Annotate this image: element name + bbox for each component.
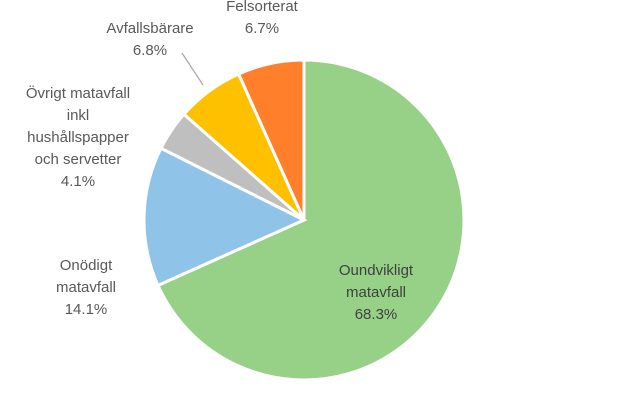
slice-label-line: Avfallsbärare [106, 20, 193, 37]
slice-label-line: 14.1% [65, 301, 108, 318]
slice-label-3: Övrigt matavfall inkl hushållspapper och se… [26, 84, 130, 190]
slice-label-line: och servetter [35, 151, 122, 168]
slice-label-line: Felsorterat [226, 0, 299, 15]
slice-label-5: Felsorterat 6.7% [226, 0, 299, 37]
slice-label-1: Oundvikligt matavfall 68.3% [339, 262, 414, 323]
slice-label-line: hushållspapper [27, 129, 129, 146]
slice-label-line: matavfall [56, 279, 116, 296]
slice-label-line: Onödigt [60, 257, 113, 274]
slice-label-line: Oundvikligt [339, 262, 414, 279]
leader-line-4 [181, 52, 204, 86]
slice-label-line: 68.3% [355, 306, 398, 323]
pie-slice-5 [236, 58, 306, 221]
pie-slice-2 [142, 146, 308, 288]
slice-label-line: 4.1% [61, 173, 95, 190]
slice-label-line: inkl [67, 107, 90, 124]
slice-label-line: 6.8% [133, 42, 167, 59]
slice-label-2: Onödigt matavfall 14.1% [56, 257, 116, 318]
slice-label-line: Övrigt matavfall [26, 84, 130, 102]
slice-label-line: 6.7% [245, 20, 279, 37]
pie-slice-1 [155, 58, 466, 382]
slice-label-4: Avfallsbärare 6.8% [106, 20, 193, 59]
slice-label-line: matavfall [346, 284, 406, 301]
